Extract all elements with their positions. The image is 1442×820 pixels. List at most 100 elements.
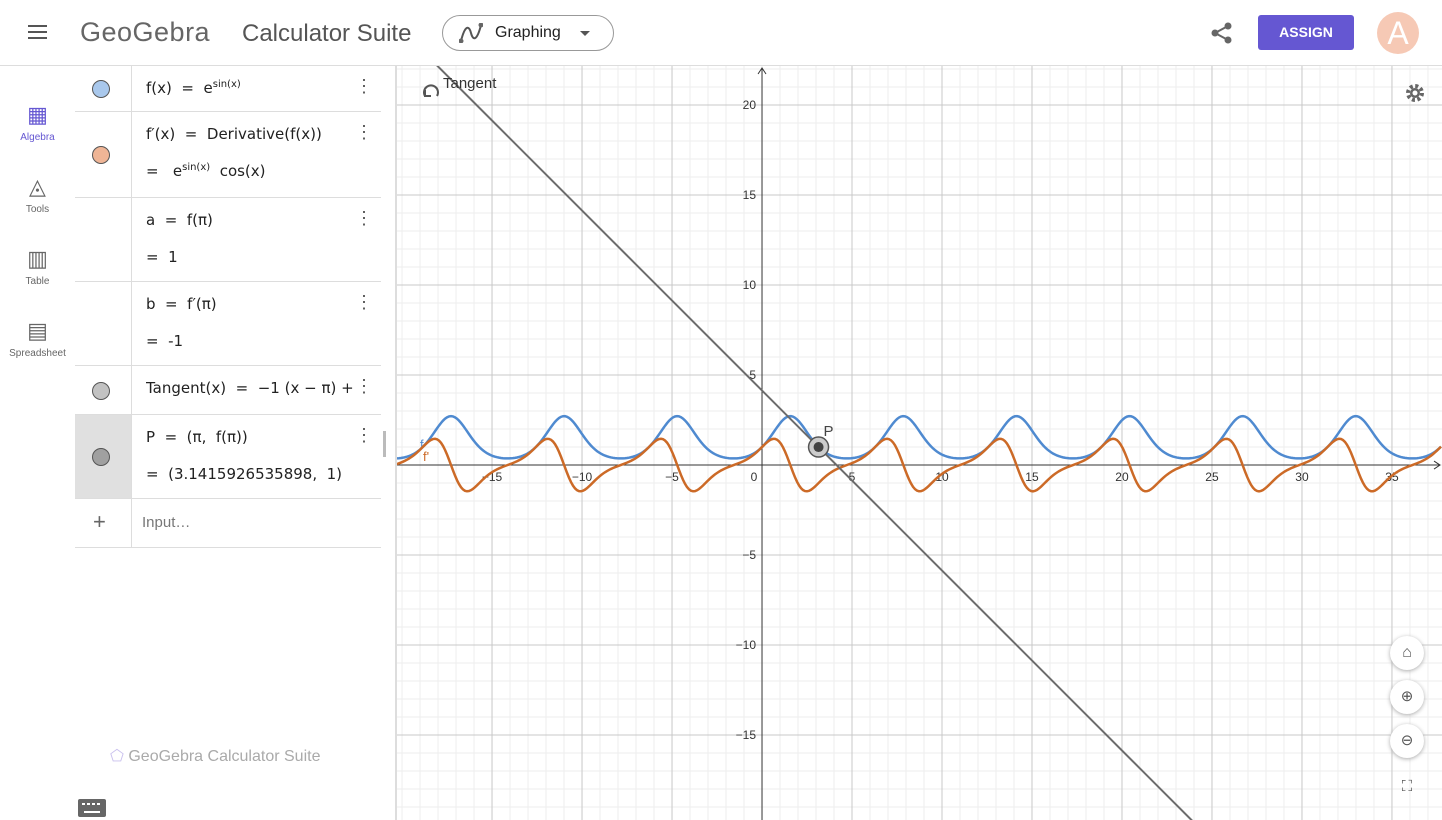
row-menu[interactable]: ⋮ (355, 76, 373, 96)
zoom-out-button[interactable]: ⊖ (1390, 724, 1424, 758)
x-tick-label: 25 (1205, 470, 1219, 484)
nav-icon: ◬ (29, 174, 46, 199)
app-name: Graphing (495, 24, 561, 41)
formula-text: = 1 (146, 248, 178, 266)
marker-column (75, 366, 132, 414)
row-menu[interactable]: ⋮ (355, 292, 373, 312)
side-nav: ▦ Algebra ◬ Tools ▥ Table ▤ Spreadsheet (0, 66, 76, 820)
x-tick-label: −5 (665, 470, 679, 484)
formula-text: a = f(π) (146, 211, 213, 229)
nav-label: Spreadsheet (9, 348, 66, 359)
visibility-dot[interactable] (92, 146, 110, 164)
nav-label: Table (25, 276, 50, 287)
y-tick-label: 15 (743, 188, 757, 202)
nav-item[interactable]: ▤ Spreadsheet (0, 318, 75, 359)
input-placeholder[interactable]: Input… (142, 514, 191, 531)
point (813, 442, 824, 453)
superscript: sin(x) (212, 79, 241, 90)
superscript: sin(x) (182, 162, 211, 173)
algebra-row[interactable]: P = (π, f(π)) = (3.1415926535898, 1) ⋮ (75, 415, 381, 499)
tangent-line (436, 66, 1193, 820)
x-tick-label: 30 (1295, 470, 1309, 484)
y-tick-label: 20 (743, 98, 757, 112)
nav-label: Tools (25, 204, 50, 215)
row-menu[interactable]: ⋮ (355, 376, 373, 396)
x-tick-label: 10 (935, 470, 949, 484)
formula-text: f(x) = e (146, 79, 213, 97)
curve-label: f (420, 437, 424, 452)
x-tick-label: 5 (849, 470, 856, 484)
formula-line: = (3.1415926535898, 1) (146, 465, 356, 483)
formula-line: P = (π, f(π)) (146, 428, 356, 446)
formula-text: b = f′(π) (146, 295, 217, 313)
visibility-dot[interactable] (92, 381, 110, 400)
algebra-row[interactable]: a = f(π) = 1 ⋮ (75, 198, 381, 282)
add-icon: + (93, 509, 106, 534)
nav-label: Algebra (20, 132, 55, 143)
marker-column (75, 66, 132, 111)
resize-handle[interactable] (383, 431, 386, 457)
y-tick-label: −15 (736, 728, 757, 742)
home-button[interactable]: ⌂ (1390, 636, 1424, 670)
footer-brand: ⬠ GeoGebra Calculator Suite (110, 748, 321, 765)
top-bar: GeoGebra Calculator Suite Graphing ASSIG… (0, 0, 1442, 66)
formula-text: cos(x) (210, 162, 266, 180)
row-menu[interactable]: ⋮ (355, 122, 373, 142)
nav-icon: ▥ (27, 246, 48, 271)
x-tick-label: 0 (751, 470, 758, 484)
x-tick-label: −15 (482, 470, 503, 484)
nav-item[interactable]: ▦ Algebra (0, 102, 75, 143)
share-button[interactable] (1211, 22, 1233, 44)
algebra-row[interactable]: Tangent(x) = −1 (x − π) + 1 ⋮ (75, 366, 381, 415)
tangent-label: Tangent (443, 75, 497, 92)
input-row[interactable]: + Input… (75, 499, 381, 548)
y-tick-label: −10 (736, 638, 757, 652)
marker-column: + (75, 499, 132, 547)
formula-line: = -1 (146, 332, 356, 350)
settings-button[interactable] (1404, 82, 1426, 104)
algebra-row[interactable]: f′(x) = Derivative(f(x)) = esin(x) cos(x)… (75, 112, 381, 198)
keyboard-button[interactable] (77, 798, 107, 818)
function-curve (397, 437, 1442, 493)
x-tick-label: −10 (572, 470, 593, 484)
curve-label: f' (423, 449, 429, 464)
formula-line: f′(x) = Derivative(f(x)) (146, 125, 356, 143)
formula-line: Tangent(x) = −1 (x − π) + 1 (146, 379, 356, 397)
avatar[interactable]: A (1377, 12, 1419, 54)
zoom-in-button[interactable]: ⊕ (1390, 680, 1424, 714)
graphics-view[interactable]: −15 −10 −5 0 5 10 15 20 25 30 352015105−5−10−15ff'… (397, 66, 1442, 820)
fullscreen-button[interactable]: ⛶ (1401, 778, 1413, 795)
assign-button[interactable]: ASSIGN (1258, 15, 1354, 50)
menu-button[interactable] (28, 24, 48, 40)
row-menu[interactable]: ⋮ (355, 208, 373, 228)
formula-line: b = f′(π) (146, 295, 356, 313)
algebra-view: ⬠ GeoGebra Calculator Suite f(x) = esin(… (75, 66, 397, 820)
algebra-row[interactable]: f(x) = esin(x) ⋮ (75, 66, 381, 112)
marker-column (75, 112, 132, 197)
nav-icon: ▤ (27, 318, 48, 343)
row-menu[interactable]: ⋮ (355, 425, 373, 445)
y-tick-label: 10 (743, 278, 757, 292)
footer-text: GeoGebra Calculator Suite (128, 748, 321, 765)
x-tick-label: 15 (1025, 470, 1039, 484)
formula-text: Tangent(x) = −1 (x − π) + 1 (146, 379, 356, 397)
marker-column (75, 282, 132, 365)
axis-arrow (1433, 460, 1441, 470)
formula-text: = -1 (146, 332, 184, 350)
nav-item[interactable]: ▥ Table (0, 246, 75, 287)
formula-line: a = f(π) (146, 211, 356, 229)
function-curve (397, 414, 1442, 460)
undo-icon (423, 84, 439, 97)
app-switcher[interactable]: Graphing (442, 15, 614, 51)
visibility-dot[interactable] (92, 80, 110, 98)
algebra-row[interactable]: b = f′(π) = -1 ⋮ (75, 282, 381, 366)
formula-line: = 1 (146, 248, 356, 266)
x-tick-label: 20 (1115, 470, 1129, 484)
nav-icon: ▦ (27, 102, 48, 127)
app-title: Calculator Suite (242, 20, 412, 47)
visibility-dot[interactable] (92, 448, 110, 466)
y-tick-label: 5 (749, 368, 756, 382)
nav-item[interactable]: ◬ Tools (0, 174, 75, 215)
point-label: P (824, 423, 834, 440)
logo: GeoGebra (80, 17, 211, 47)
